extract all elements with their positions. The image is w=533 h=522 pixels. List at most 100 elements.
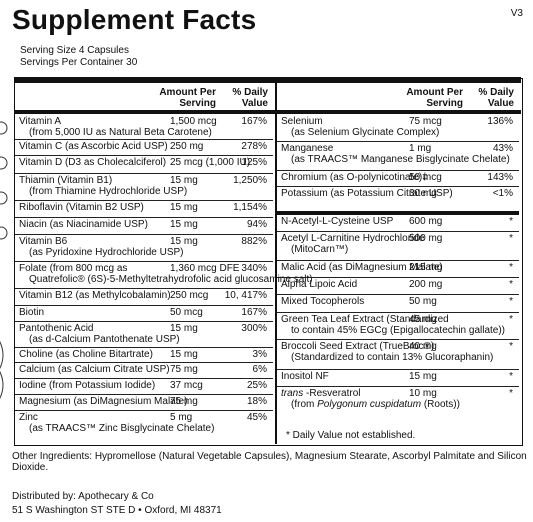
row-divider	[15, 347, 273, 348]
nutrient-name: Niacin (as Niacinamide USP)	[19, 219, 148, 230]
leaf-icon	[0, 340, 4, 400]
row-divider	[277, 277, 519, 278]
serving-size: Serving Size 4 Capsules	[20, 45, 129, 56]
daily-value: *	[509, 279, 513, 290]
nutrient-source: (from Polygonum cuspidatum (Roots))	[291, 399, 460, 410]
nutrient-name: Vitamin B6	[19, 236, 68, 247]
top-thick-bar	[14, 77, 521, 83]
distributor-name: Distributed by: Apothecary & Co	[12, 491, 154, 502]
daily-value: 167%	[241, 307, 267, 318]
nutrient-source: (as d-Calcium Pantothenate USP)	[29, 334, 180, 345]
daily-value: 10, 417%	[224, 290, 267, 301]
nutrient-name: Vitamin B12 (as Methylcobalamin)	[19, 290, 171, 301]
daily-value: <1%	[492, 188, 513, 199]
row-divider	[15, 139, 273, 140]
daily-value: 25%	[246, 380, 267, 391]
daily-value: 136%	[487, 116, 513, 127]
column-divider	[275, 82, 277, 444]
amount-per-serving: 50 mg	[409, 296, 437, 307]
row-divider	[277, 386, 519, 387]
daily-value: *	[509, 262, 513, 273]
header-bar-left	[14, 110, 276, 114]
nutrient-name: Iodine (from Potassium Iodide)	[19, 380, 156, 391]
daily-value: 43%	[492, 143, 513, 154]
daily-value: *	[509, 314, 513, 325]
row-divider	[15, 305, 273, 306]
amount-per-serving: 5 mg	[170, 412, 193, 423]
daily-value-note: * Daily Value not established.	[286, 430, 416, 441]
nutrient-name: Selenium	[281, 116, 323, 127]
row-divider	[277, 170, 519, 171]
daily-value: 94%	[246, 219, 267, 230]
daily-value: 278%	[241, 141, 267, 152]
nutrient-source: to contain 45% EGCg (Epigallocatechin ga…	[291, 325, 506, 336]
panel-title: Supplement Facts	[12, 4, 257, 35]
nutrient-name: Zinc	[19, 412, 38, 423]
amount-per-serving: 15 mg	[409, 371, 437, 382]
amount-per-serving: 40 mg	[409, 341, 437, 352]
daily-value: *	[509, 388, 513, 399]
row-divider	[277, 141, 519, 142]
nutrient-name: Vitamin C (as Ascorbic Acid USP)	[19, 141, 168, 152]
daily-value: 1,154%	[233, 202, 267, 213]
amount-per-serving: 75 mg	[170, 396, 198, 407]
other-ingredients: Other Ingredients: Hypromellose (Natural…	[12, 451, 527, 473]
nutrient-name: Magnesium (as DiMagnesium Malate)	[19, 396, 188, 407]
nutrient-name: Acetyl L-Carnitine Hydrochloride	[281, 233, 425, 244]
daily-value: 882%	[241, 236, 267, 247]
nutrient-name: Mixed Tocopherols	[281, 296, 365, 307]
daily-value: 18%	[246, 396, 267, 407]
amount-per-serving: 1 mg	[409, 143, 432, 154]
nutrient-source: (MitoCarn™)	[291, 244, 349, 255]
nutrient-source: Quatrefolic® (6S)-5-Methyltetrahydrofoli…	[29, 274, 313, 285]
nutrient-name: Pantothenic Acid	[19, 323, 94, 334]
amount-per-serving: 25 mcg (1,000 IU)	[170, 157, 251, 168]
daily-value: 3%	[252, 349, 267, 360]
nutrient-name: N-Acetyl-L-Cysteine USP	[281, 216, 394, 227]
row-divider	[277, 339, 519, 340]
nutrient-name: Choline (as Choline Bitartrate)	[19, 349, 153, 360]
daily-value: *	[509, 233, 513, 244]
amount-per-serving: 10 mg	[409, 388, 437, 399]
daily-value: *	[509, 341, 513, 352]
seal-icon	[0, 121, 8, 240]
row-divider	[277, 186, 519, 187]
nutrient-source: (from Thiamine Hydrochloride USP)	[29, 186, 188, 197]
row-divider	[277, 260, 519, 261]
amount-per-serving: 215 mg	[409, 262, 443, 273]
version-label: V3	[510, 8, 523, 19]
nutrient-name: Broccoli Seed Extract (TrueBroc®)	[281, 341, 435, 352]
row-divider	[277, 312, 519, 313]
header-bar-right	[276, 110, 521, 114]
nutrient-name: Vitamin A	[19, 116, 62, 127]
daily-value: 45%	[246, 412, 267, 423]
nutrient-name: Manganese	[281, 143, 334, 154]
nutrient-name: Chromium (as O-polynicotinate)‡	[281, 172, 428, 183]
amount-per-serving: 200 mg	[409, 279, 443, 290]
row-divider	[15, 288, 273, 289]
nutrient-name: Vitamin D (D3 as Cholecalciferol)	[19, 157, 167, 168]
amount-per-serving: 15 mg	[170, 175, 198, 186]
amount-header-right: Amount Per Serving	[406, 87, 463, 109]
nutrient-name: Inositol NF	[281, 371, 329, 382]
amount-header-left: Amount Per Serving	[159, 87, 216, 109]
nutrient-name: Thiamin (Vitamin B1)	[19, 175, 113, 186]
nutrient-source: (Standardized to contain 13% Glucoraphan…	[291, 352, 494, 363]
amount-per-serving: 600 mg	[409, 216, 443, 227]
daily-value: *	[509, 216, 513, 227]
amount-per-serving: 15 mg	[170, 323, 198, 334]
row-divider	[277, 369, 519, 370]
amount-per-serving: 15 mg	[170, 202, 198, 213]
amount-per-serving: 15 mg	[170, 219, 198, 230]
nutrient-name: Green Tea Leaf Extract (Standardized	[281, 314, 449, 325]
amount-per-serving: 50 mcg	[409, 172, 442, 183]
nutrient-name: Biotin	[19, 307, 45, 318]
daily-value: 125%	[241, 157, 267, 168]
row-divider	[15, 321, 273, 322]
row-divider	[15, 217, 273, 218]
row-divider	[15, 234, 273, 235]
amount-per-serving: 45 mg	[409, 314, 437, 325]
servings-per-container: Servings Per Container 30	[20, 57, 138, 68]
nutrient-source: (as TRAACS™ Manganese Bisglycinate Chela…	[291, 154, 510, 165]
row-divider	[15, 394, 273, 395]
